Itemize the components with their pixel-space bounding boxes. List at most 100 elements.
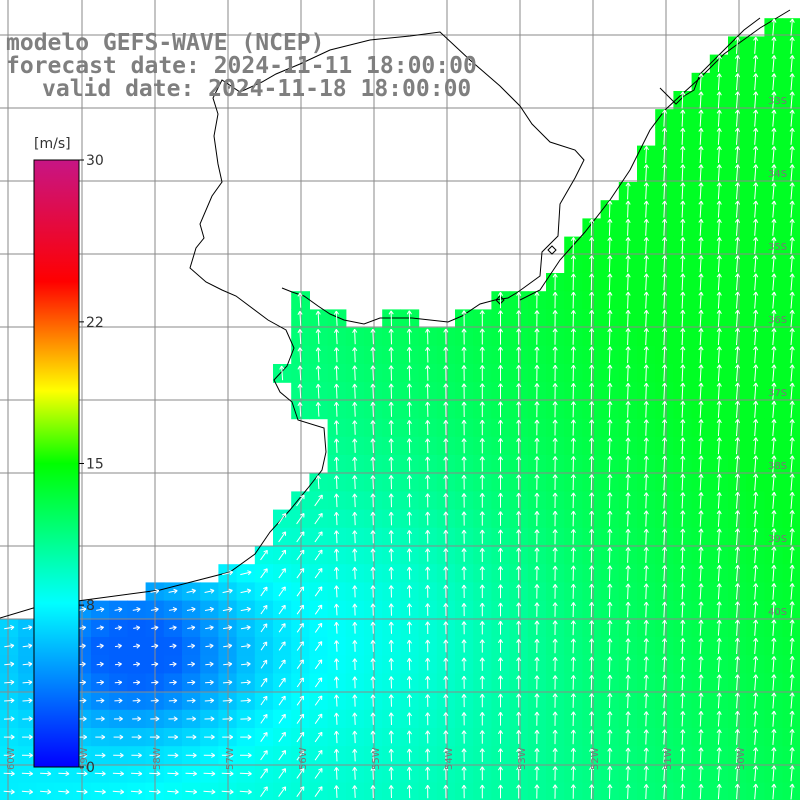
wind-arrow [625, 364, 631, 382]
coastline-islets [495, 245, 557, 305]
wind-arrow [789, 182, 795, 200]
wind-arrow [552, 346, 558, 363]
wind-arrow [734, 127, 741, 145]
wind-arrow [552, 291, 558, 309]
wind-arrow [771, 182, 777, 200]
wind-arrow [753, 127, 759, 145]
wind-arrow [589, 291, 595, 309]
wind-arrow [661, 200, 668, 218]
wind-arrow [680, 91, 686, 109]
wind-arrow [753, 55, 759, 73]
wind-arrow [661, 273, 668, 291]
wind-arrow [698, 237, 704, 255]
wind-arrow [661, 109, 668, 127]
wind-arrow [771, 18, 777, 36]
wind-arrow [716, 237, 722, 255]
wind-arrow [771, 218, 777, 236]
wind-arrow [680, 291, 686, 309]
wind-arrow [461, 328, 467, 345]
wind-arrow [333, 365, 340, 381]
wind-arrow [643, 182, 649, 200]
wind-arrow [625, 182, 631, 200]
wind-arrow [789, 218, 795, 236]
wind-arrow [589, 310, 595, 327]
wind-arrow [789, 146, 795, 164]
wind-arrow [753, 91, 759, 109]
title-valid-date: valid date: 2024-11-18 18:00:00 [42, 76, 471, 102]
wind-arrow [534, 364, 540, 382]
wind-arrow [734, 273, 741, 291]
wind-arrow [716, 291, 722, 309]
wind-arrow [479, 328, 485, 345]
wind-arrow [771, 364, 777, 382]
wind-arrow [734, 164, 741, 182]
wind-arrow [479, 383, 485, 399]
wind-arrow [333, 329, 340, 345]
wind-arrow [589, 364, 595, 382]
wind-arrow [461, 365, 467, 381]
wind-arrow [680, 146, 686, 164]
wind-arrow [734, 55, 741, 73]
wind-arrow [734, 346, 741, 364]
wind-arrow [352, 383, 358, 399]
wind-arrow [461, 383, 467, 399]
wind-arrow [370, 347, 376, 363]
wind-arrow [497, 365, 504, 381]
wind-arrow [661, 346, 668, 364]
wind-arrow [716, 109, 722, 127]
wind-arrow [716, 164, 722, 182]
wind-arrow [552, 328, 558, 345]
wind-arrow [643, 364, 649, 382]
wind-arrow [479, 365, 485, 381]
wind-arrow [297, 292, 303, 308]
latitude-label: 37S [768, 388, 787, 399]
longitude-label: 56W [298, 747, 309, 770]
wind-arrow [461, 310, 467, 327]
wind-arrow [406, 328, 412, 345]
wind-arrow [406, 347, 412, 363]
wind-arrow [771, 36, 777, 54]
wind-arrow [643, 255, 649, 273]
wind-arrow [534, 346, 540, 363]
latitude-label: 40S [768, 607, 787, 618]
wind-arrow [771, 73, 777, 91]
wind-arrow [643, 328, 649, 346]
wind-arrow [753, 309, 759, 327]
wind-arrow [625, 309, 631, 327]
wind-arrow [771, 127, 777, 145]
wind-arrow [716, 346, 722, 364]
wind-arrow [425, 347, 431, 363]
wind-arrow [734, 309, 741, 327]
wind-arrow [443, 365, 449, 381]
wind-arrow [698, 200, 704, 218]
wind-arrow [771, 146, 777, 164]
wind-arrow [607, 200, 613, 218]
wind-arrow [734, 109, 741, 127]
wind-arrow [552, 383, 558, 400]
wind-arrow [789, 328, 795, 346]
wind-arrow [661, 127, 668, 145]
wind-arrow [479, 310, 485, 327]
colorbar-tick-label: 8 [86, 598, 95, 614]
wind-arrow [643, 273, 649, 291]
wind-arrow [570, 291, 576, 309]
wind-arrow [607, 346, 613, 364]
wind-arrow [279, 365, 285, 381]
wind-arrow [753, 364, 759, 382]
wind-arrow [698, 146, 704, 164]
wind-arrow [552, 310, 558, 327]
latitude-label: 33S [768, 96, 787, 107]
wind-arrow [589, 255, 595, 273]
wind-arrow [789, 36, 795, 54]
wind-arrow [698, 182, 704, 200]
wind-arrow [461, 346, 467, 363]
latitude-label: 36S [768, 315, 787, 326]
wind-arrow [680, 273, 686, 291]
wind-arrow [698, 364, 704, 382]
wind-arrow [789, 200, 795, 218]
wind-arrow [680, 237, 686, 255]
wind-arrow [643, 346, 649, 364]
wind-arrow [753, 73, 759, 91]
wind-arrow [661, 309, 668, 327]
wind-arrow [661, 237, 668, 255]
